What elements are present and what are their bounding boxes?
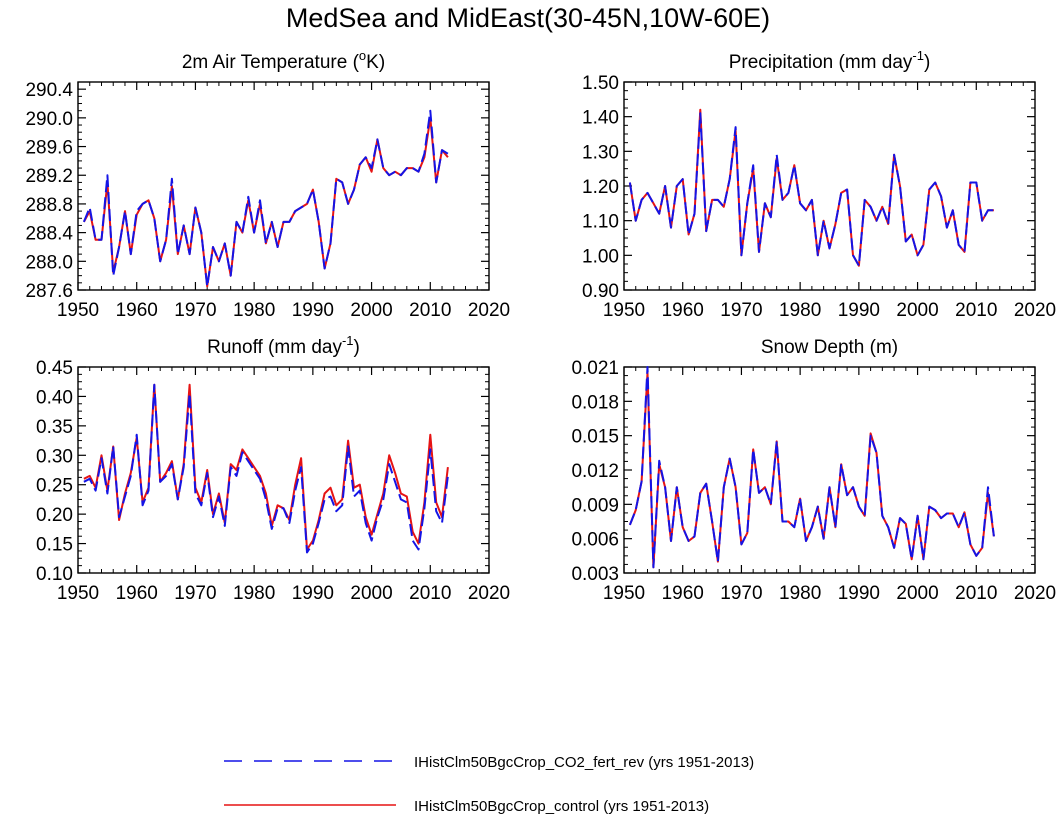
y-tick-label: 1.20 [582, 177, 619, 198]
x-tick-label: 1970 [174, 583, 216, 604]
y-tick-label: 289.2 [25, 166, 73, 187]
y-tick-label: 1.10 [582, 212, 619, 233]
x-tick-label: 2000 [350, 300, 392, 321]
x-tick-label: 1990 [292, 300, 334, 321]
x-tick-label: 1970 [174, 300, 216, 321]
x-tick-label: 1960 [116, 300, 158, 321]
x-tick-label: 1950 [57, 300, 99, 321]
y-tick-label: 1.00 [582, 246, 619, 267]
y-tick-label: 0.009 [571, 495, 619, 516]
plot-frame [623, 81, 1036, 291]
panel-title: 2m Air Temperature (oK) [182, 48, 385, 73]
series-line-control [83, 116, 449, 288]
y-tick-label: 0.012 [571, 461, 619, 482]
panel-title: Snow Depth (m) [761, 337, 898, 358]
y-tick-label: 0.35 [36, 417, 73, 438]
series-line-co2-fert-rev [628, 112, 994, 267]
x-tick-label: 1990 [292, 583, 334, 604]
legend-label-1: IHistClm50BgcCrop_CO2_fert_rev (yrs 1951… [414, 754, 754, 771]
y-tick-label: 1.30 [582, 142, 619, 163]
x-tick-label: 1990 [838, 583, 880, 604]
x-tick-label: 2010 [955, 300, 997, 321]
panel-title: Precipitation (mm day-1) [729, 48, 931, 73]
x-tick-label: 1980 [779, 300, 821, 321]
y-tick-label: 0.006 [571, 530, 619, 551]
x-tick-label: 1970 [720, 583, 762, 604]
plot-frame [77, 81, 490, 291]
legend-label-2: IHistClm50BgcCrop_control (yrs 1951-2013… [414, 798, 709, 815]
x-tick-label: 2000 [896, 583, 938, 604]
y-tick-label: 0.015 [571, 427, 619, 448]
y-tick-label: 0.30 [36, 446, 73, 467]
x-tick-label: 1960 [116, 583, 158, 604]
y-tick-label: 287.6 [25, 281, 73, 302]
y-tick-label: 0.10 [36, 564, 73, 585]
panels: 2m Air Temperature (oK) 1950 1960 1970 1980 1… [25, 48, 1056, 604]
y-tick-label: 0.003 [571, 564, 619, 585]
y-tick-label: 0.15 [36, 535, 73, 556]
x-tick-label: 2020 [1014, 583, 1056, 604]
y-tick-label: 0.45 [36, 358, 73, 379]
x-tick-label: 1960 [662, 583, 704, 604]
y-tick-label: 0.021 [571, 358, 619, 379]
y-tick-label: 289.6 [25, 138, 73, 159]
series-line-control [83, 383, 449, 551]
panel-4: Snow Depth (m) 1950 1960 1970 1980 1990 2000 20… [571, 337, 1056, 604]
x-tick-label: 1950 [603, 583, 645, 604]
x-tick-label: 2010 [409, 583, 451, 604]
x-tick-label: 1990 [838, 300, 880, 321]
plot-frame [623, 366, 1036, 574]
panel-3: Runoff (mm day-1) 1950 1960 1970 1980 1990 200… [36, 333, 510, 604]
y-tick-label: 288.4 [25, 224, 73, 245]
series-line-control [628, 371, 995, 569]
panel-1: 2m Air Temperature (oK) 1950 1960 1970 1980 1… [25, 48, 510, 321]
series-line-co2-fert-rev [82, 109, 449, 288]
x-tick-label: 2020 [468, 300, 510, 321]
x-tick-label: 2000 [896, 300, 938, 321]
y-tick-label: 290.4 [25, 80, 73, 101]
x-tick-label: 1950 [603, 300, 645, 321]
panel-title: Runoff (mm day-1) [207, 333, 360, 358]
x-tick-label: 1960 [662, 300, 704, 321]
x-tick-label: 1950 [57, 583, 99, 604]
panel-2: Precipitation (mm day-1) 1950 1960 1970 1980… [582, 48, 1056, 321]
legend: IHistClm50BgcCrop_CO2_fert_rev (yrs 1951… [224, 754, 754, 815]
y-tick-label: 0.25 [36, 476, 73, 497]
x-tick-label: 2020 [1014, 300, 1056, 321]
y-tick-label: 1.40 [582, 108, 619, 129]
x-tick-label: 1970 [720, 300, 762, 321]
x-tick-label: 2020 [468, 583, 510, 604]
figure-title: MedSea and MidEast(30-45N,10W-60E) [286, 3, 770, 33]
y-tick-label: 288.8 [25, 195, 73, 216]
y-tick-label: 290.0 [25, 109, 73, 130]
y-tick-label: 288.0 [25, 252, 73, 273]
x-tick-label: 2010 [409, 300, 451, 321]
x-tick-label: 2000 [350, 583, 392, 604]
y-tick-label: 0.018 [571, 392, 619, 413]
series-line-co2-fert-rev [628, 366, 995, 569]
y-tick-label: 0.20 [36, 505, 73, 526]
y-tick-label: 1.50 [582, 73, 619, 94]
series-line-co2-fert-rev [83, 383, 449, 554]
x-tick-label: 1980 [233, 583, 275, 604]
x-tick-label: 2010 [955, 583, 997, 604]
x-tick-label: 1980 [233, 300, 275, 321]
y-tick-label: 0.90 [582, 281, 619, 302]
y-tick-label: 0.40 [36, 387, 73, 408]
x-tick-label: 1980 [779, 583, 821, 604]
